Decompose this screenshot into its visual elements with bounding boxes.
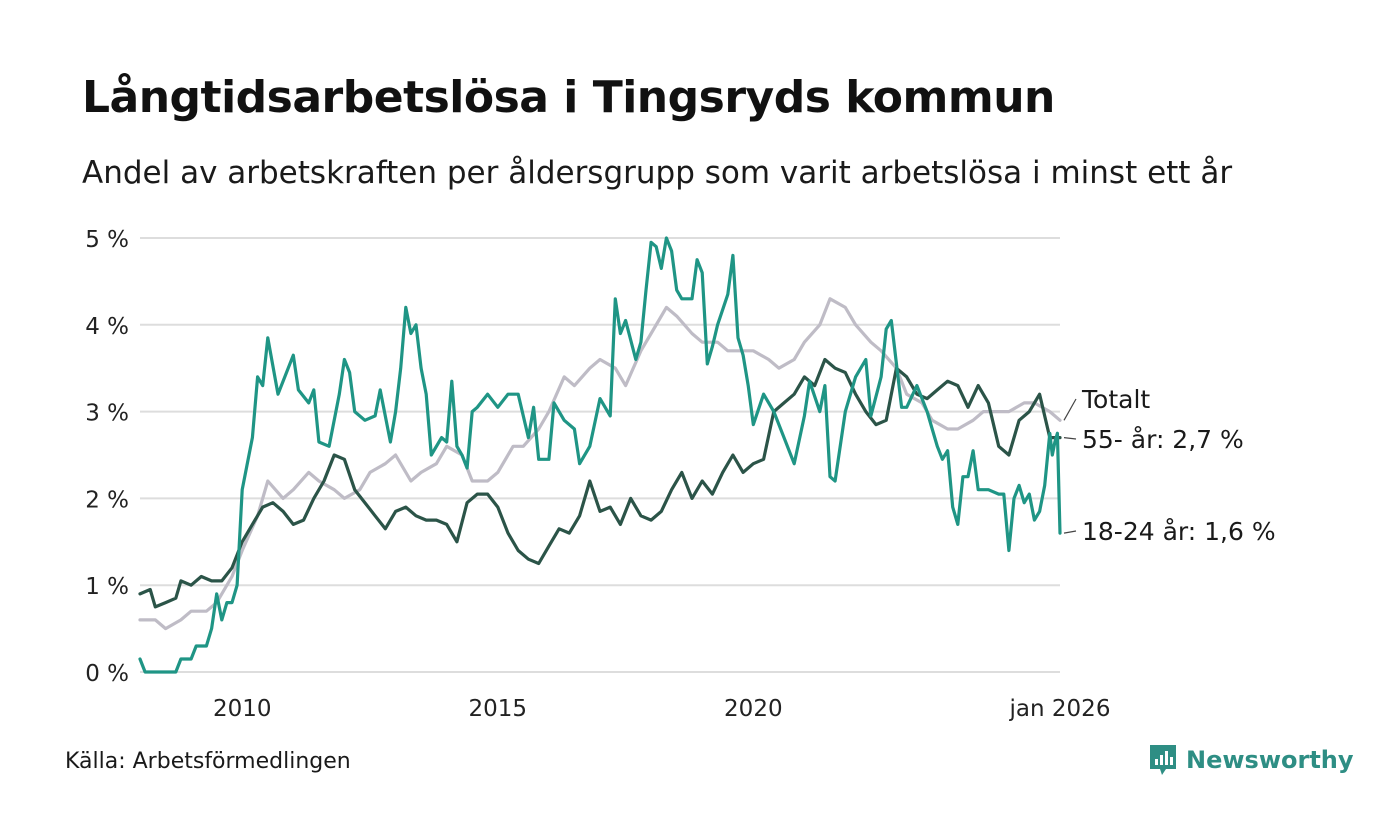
brand-logo[interactable]: Newsworthy bbox=[1148, 743, 1354, 777]
x-tick-label: 2015 bbox=[469, 696, 528, 722]
y-tick-label: 5 % bbox=[85, 227, 129, 253]
series-line bbox=[138, 236, 1062, 674]
x-tick-label: 2020 bbox=[724, 696, 783, 722]
y-tick-label: 1 % bbox=[85, 574, 129, 600]
y-tick-label: 3 % bbox=[85, 401, 129, 427]
series-line bbox=[138, 297, 1062, 631]
brand-name: Newsworthy bbox=[1186, 746, 1354, 774]
series-end-label: 18-24 år: 1,6 % bbox=[1082, 517, 1276, 546]
series-end-label: Totalt bbox=[1081, 385, 1150, 414]
source-note: Källa: Arbetsförmedlingen bbox=[65, 749, 351, 774]
leader-line bbox=[1063, 398, 1077, 421]
chart-title: Långtidsarbetslösa i Tingsryds kommun bbox=[82, 72, 1055, 123]
y-tick-label: 0 % bbox=[85, 661, 129, 687]
y-tick-label: 2 % bbox=[85, 487, 129, 513]
y-tick-label: 4 % bbox=[85, 314, 129, 340]
x-tick-label: 2010 bbox=[213, 696, 272, 722]
x-tick-label: jan 2026 bbox=[1009, 696, 1111, 722]
chart-subtitle: Andel av arbetskraften per åldersgrupp s… bbox=[82, 155, 1233, 191]
series-line bbox=[138, 357, 1062, 609]
series-end-label: 55- år: 2,7 % bbox=[1082, 425, 1244, 454]
leader-line bbox=[1063, 530, 1077, 534]
bar-chart-icon bbox=[1150, 745, 1176, 775]
leader-line bbox=[1063, 437, 1077, 440]
